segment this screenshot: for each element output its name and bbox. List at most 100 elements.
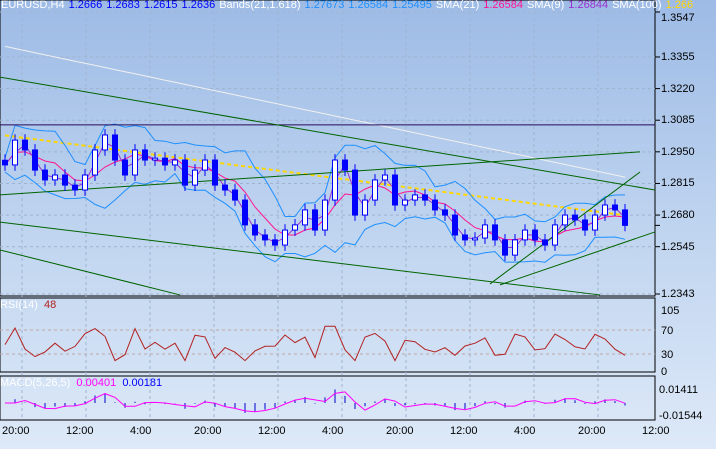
trendline <box>0 151 641 196</box>
candle-body <box>122 159 128 176</box>
candle-body <box>552 224 558 246</box>
rsi-level-0: 0 <box>661 366 668 378</box>
chart-legend: EURUSD,H4 1.2666 1.2683 1.2615 1.2636 Ba… <box>1 0 693 11</box>
candle-body <box>462 234 468 241</box>
rsi-level-70: 70 <box>661 325 674 337</box>
candle-body <box>12 139 18 166</box>
candle-body <box>612 204 618 211</box>
candle-body <box>382 174 388 181</box>
price-tick-label: 1.2815 <box>661 177 695 190</box>
candle-body <box>482 224 488 239</box>
candle-body <box>252 224 258 236</box>
candle-body <box>212 159 218 186</box>
candle-body <box>432 199 438 211</box>
candle-body <box>262 234 268 241</box>
candle-body <box>32 149 38 171</box>
macd-level-bottom: -0.01544 <box>659 410 703 422</box>
bands-middle: 1.26584 <box>348 0 389 11</box>
candle-body <box>162 157 168 166</box>
sma-white-line <box>4 45 626 178</box>
main-panel-border <box>0 0 656 297</box>
price-tick-label: 1.2950 <box>661 145 695 158</box>
macd-level-top: 0.01411 <box>659 384 698 396</box>
price-tick-label: 1.2343 <box>661 288 695 300</box>
candle-body <box>62 174 68 186</box>
candle-body <box>592 214 598 231</box>
rsi-line <box>4 325 626 362</box>
time-tick-label: 12:00 <box>642 425 670 437</box>
rsi-legend: RSI(14) 48 <box>0 300 56 311</box>
sma100-label: SMA(100) <box>612 0 662 11</box>
macd-signal-line <box>5 391 626 413</box>
time-tick-label: 12:00 <box>66 425 94 437</box>
candle-body <box>82 174 88 191</box>
macd-value-main: 0.00401 <box>76 377 117 389</box>
candle-body <box>52 174 58 181</box>
sma9-value: 1.26844 <box>568 0 609 11</box>
candle-body <box>442 209 448 216</box>
candle-body <box>222 184 228 191</box>
ohlc-high: 1.2683 <box>106 0 140 11</box>
rsi-level-30: 30 <box>661 349 674 361</box>
macd-value-signal: 0.00181 <box>122 377 163 389</box>
sma100-value: 1.266 <box>665 0 694 11</box>
rsi-value: 48 <box>44 299 57 311</box>
sma21-value: 1.26584 <box>483 0 524 11</box>
time-tick-label: 20:00 <box>386 425 414 437</box>
time-tick-label: 4:00 <box>130 425 152 437</box>
time-tick-label: 20:00 <box>2 425 30 437</box>
price-tick-label: 1.3220 <box>661 82 695 95</box>
bands-upper: 1.27673 <box>304 0 345 11</box>
rsi-level-105: 105 <box>661 305 680 317</box>
price-tick-label: 1.3355 <box>661 50 695 63</box>
candle-body <box>242 199 248 226</box>
candle-body <box>532 229 538 241</box>
candle-body <box>172 159 178 166</box>
price-tick-label: 1.3085 <box>661 114 695 127</box>
candle-body <box>322 199 328 231</box>
candle-body <box>352 169 358 216</box>
candle-body <box>282 229 288 246</box>
bollinger-lower <box>4 171 626 263</box>
price-tick-label: 1.2680 <box>661 209 695 222</box>
macd-panel-border <box>0 375 656 421</box>
candle-body <box>182 159 188 186</box>
sma21-label: SMA(21) <box>435 0 480 11</box>
candle-body <box>542 239 548 246</box>
candle-body <box>472 237 478 241</box>
candle-body <box>582 219 588 231</box>
time-tick-label: 12:00 <box>450 425 478 437</box>
bands-label: Bands(21,1.618) <box>219 0 301 11</box>
candle-body <box>192 169 198 186</box>
price-tick-label: 1.3547 <box>661 12 695 24</box>
ohlc-low: 1.2615 <box>143 0 178 11</box>
candle-body <box>392 174 398 206</box>
candle-body <box>412 194 418 201</box>
ohlc-open: 1.2666 <box>68 0 103 11</box>
candle-body <box>492 224 498 241</box>
time-tick-label: 4:00 <box>514 425 536 437</box>
time-tick-label: 12:00 <box>258 425 286 437</box>
sma100-line <box>4 134 626 217</box>
candle-body <box>372 179 378 201</box>
trendline <box>0 221 601 296</box>
bands-lower: 1.25495 <box>392 0 432 11</box>
candle-body <box>522 229 528 241</box>
candle-body <box>272 239 278 246</box>
time-tick-label: 20:00 <box>194 425 222 437</box>
candle-body <box>302 209 308 226</box>
candle-body <box>602 204 608 216</box>
candle-body <box>132 149 138 176</box>
candle-body <box>22 139 28 151</box>
candle-body <box>152 157 158 161</box>
candle-body <box>312 209 318 231</box>
candle-body <box>342 159 348 171</box>
candle-body <box>402 199 408 206</box>
candle-body <box>292 224 298 231</box>
candle-body <box>102 134 108 151</box>
candle-body <box>362 199 368 216</box>
rsi-panel-border <box>0 297 656 373</box>
candle-body <box>202 159 208 171</box>
